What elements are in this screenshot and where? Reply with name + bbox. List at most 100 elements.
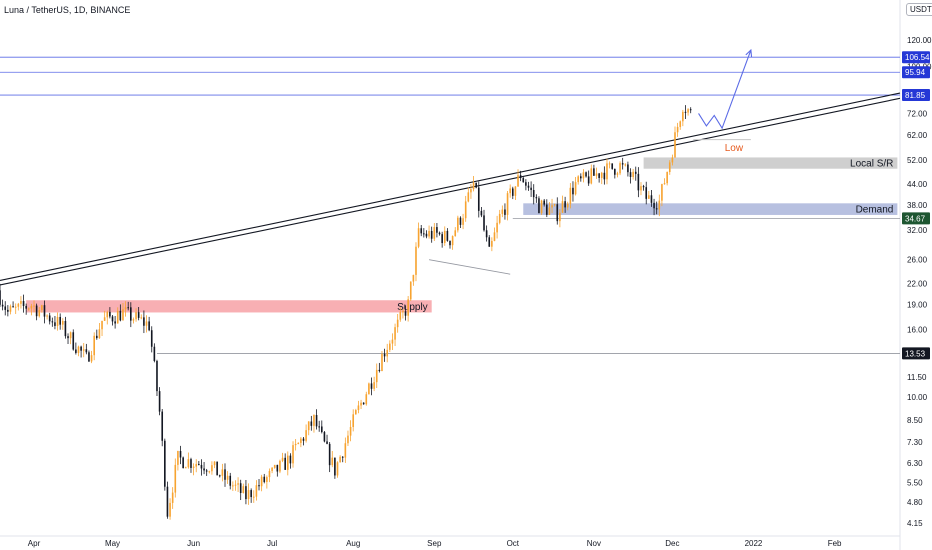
candle-body (459, 217, 462, 225)
candle-body (184, 467, 187, 469)
candle-body (218, 475, 221, 477)
candle-body (315, 415, 318, 427)
candle-body (294, 443, 297, 446)
candle-body (85, 349, 88, 353)
candle-body (1, 304, 4, 307)
candle-body (145, 321, 148, 326)
candle-body (493, 232, 496, 241)
candle-body (59, 316, 61, 325)
candle-body (127, 307, 130, 309)
level-badge-label: 34.67 (905, 214, 926, 223)
candle-body (137, 312, 140, 318)
candle-body (564, 201, 566, 208)
candle-body (522, 178, 525, 183)
candle-body (441, 234, 443, 244)
currency-badge[interactable]: USDT (906, 3, 932, 16)
candle-body (561, 201, 564, 213)
zone-supply (26, 300, 432, 313)
candle-body (232, 485, 234, 487)
candle-body (132, 319, 135, 321)
candle-body (190, 459, 192, 468)
x-tick-label: Jun (187, 539, 200, 548)
trendline (0, 92, 901, 281)
projection-path (698, 49, 752, 130)
candle-body (585, 172, 587, 177)
candle-body (150, 330, 153, 347)
candle-body (9, 306, 12, 312)
candle-body (491, 240, 493, 247)
candle-body (77, 346, 80, 353)
candle-body (462, 218, 464, 225)
candle-body (417, 228, 420, 247)
candle-body (373, 382, 375, 389)
candle-body (666, 172, 668, 184)
candle-body (389, 343, 391, 350)
candle-body (378, 369, 381, 372)
candle-body (595, 173, 598, 176)
candle-body (517, 175, 519, 187)
candle-body (43, 305, 46, 317)
candle-body (124, 307, 127, 310)
candle-body (344, 443, 347, 458)
candle-body (475, 182, 477, 188)
candle-body (370, 383, 373, 389)
candle-body (624, 164, 627, 166)
candle-body (428, 230, 430, 237)
x-tick-label: Nov (587, 539, 601, 548)
candle-body (148, 321, 150, 331)
x-tick-label: 2022 (745, 539, 763, 548)
candle-body (582, 172, 585, 179)
candle-body (457, 217, 459, 231)
candle-body (368, 383, 370, 395)
candle-body (412, 274, 415, 282)
candle-body (637, 173, 640, 191)
candle-body (198, 463, 200, 465)
candle-body (632, 171, 634, 177)
candle-body (38, 310, 41, 317)
candle-body (305, 430, 307, 441)
candle-body (559, 212, 561, 222)
candle-body (98, 329, 101, 339)
zone-label-localsr: Local S/R (850, 159, 893, 170)
candle-body (650, 195, 653, 203)
candle-body (119, 310, 122, 321)
y-tick-label: 4.15 (907, 519, 923, 528)
trendline (428, 259, 511, 275)
candle-body (511, 188, 514, 196)
candle-body (658, 200, 661, 210)
y-tick-label: 120.00 (907, 36, 932, 45)
candle-body (619, 163, 621, 174)
candle-body (443, 230, 446, 244)
candle-body (501, 209, 504, 214)
candle-body (177, 450, 179, 465)
candle-body (423, 233, 425, 235)
candle-body (279, 460, 281, 472)
candle-body (161, 411, 164, 441)
x-tick-label: Dec (665, 539, 679, 548)
candle-body (328, 443, 331, 466)
y-tick-label: 11.50 (907, 373, 927, 382)
y-tick-label: 5.50 (907, 479, 923, 488)
candle-body (72, 332, 75, 350)
candle-body (470, 189, 472, 193)
candle-body (307, 421, 310, 431)
candle-body (213, 461, 216, 466)
candle-body (454, 230, 457, 237)
candle-body (488, 237, 491, 247)
candle-body (260, 476, 263, 487)
candle-body (504, 209, 506, 215)
candle-body (286, 455, 289, 470)
x-tick-label: May (105, 539, 120, 548)
candle-body (54, 322, 56, 326)
candle-body (25, 305, 27, 309)
candle-body (334, 457, 336, 476)
zone-label-supply: Supply (397, 302, 428, 313)
candle-body (239, 483, 242, 493)
level-badge (902, 347, 930, 360)
candle-body (166, 486, 169, 517)
candle-body (64, 320, 67, 337)
level-badge (902, 212, 930, 225)
candle-body (320, 426, 323, 433)
candle-body (158, 391, 161, 412)
